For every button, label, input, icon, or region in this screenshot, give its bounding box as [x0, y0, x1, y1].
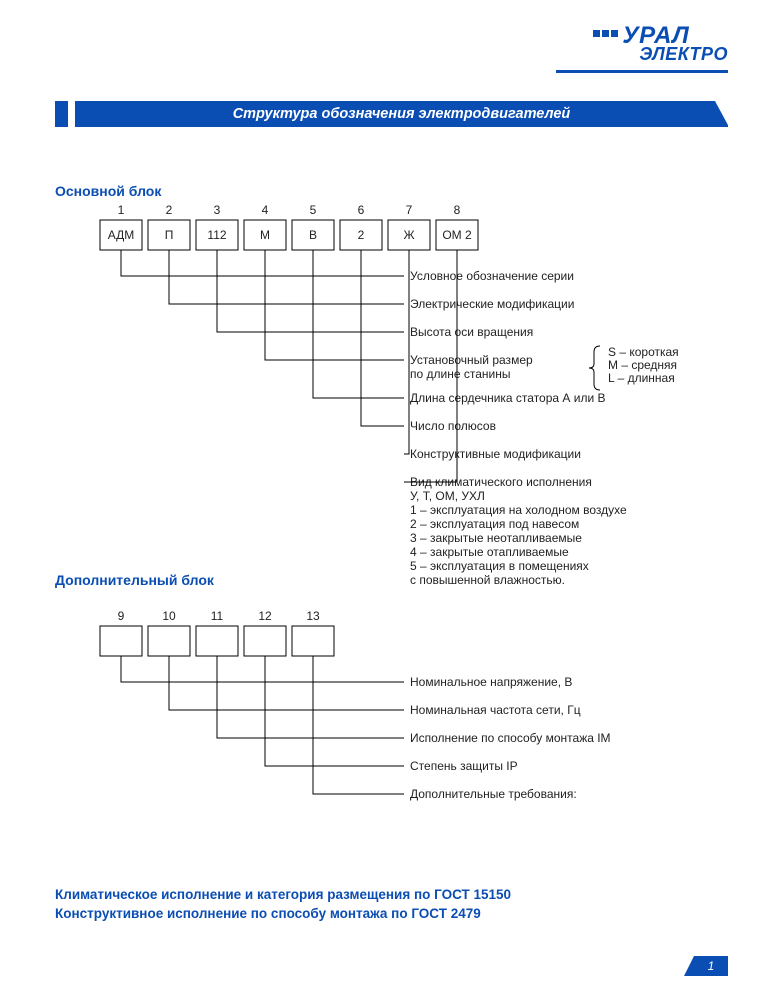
svg-text:У, Т, ОМ, УХЛ: У, Т, ОМ, УХЛ	[410, 489, 485, 503]
svg-text:Номинальное напряжение, В: Номинальное напряжение, В	[410, 675, 572, 689]
svg-text:М: М	[260, 228, 270, 242]
svg-text:Исполнение по способу монтажа: Исполнение по способу монтажа IM	[410, 731, 611, 745]
diagram-block1: 1 2 3 4 5 6 7 8 АДМ П 112 М В 2 Ж ОМ 2 Условное обозначе…	[70, 200, 750, 600]
svg-text:5 – эксплуатация в помещениях: 5 – эксплуатация в помещениях	[410, 559, 589, 573]
svg-text:8: 8	[454, 203, 461, 217]
svg-text:112: 112	[207, 228, 226, 242]
svg-text:13: 13	[306, 609, 320, 623]
footer-notes: Климатическое исполнение и категория раз…	[55, 886, 511, 924]
svg-text:S – короткая: S – короткая	[608, 345, 679, 359]
brand-logo: УРАЛ ЭЛЕКТРО	[593, 22, 728, 65]
svg-text:7: 7	[406, 203, 413, 217]
section1-heading: Основной блок	[55, 183, 728, 199]
svg-text:Степень защиты IP: Степень защиты IP	[410, 759, 518, 773]
title-text: Структура обозначения электродвигателей	[75, 101, 728, 127]
svg-text:4: 4	[262, 203, 269, 217]
svg-text:П: П	[165, 228, 174, 242]
svg-text:В: В	[309, 228, 317, 242]
logo-line2: ЭЛЕКТРО	[639, 44, 728, 65]
section2-heading: Дополнительный блок	[55, 572, 214, 588]
svg-text:Высота оси вращения: Высота оси вращения	[410, 325, 533, 339]
svg-text:L – длинная: L – длинная	[608, 371, 675, 385]
svg-text:Электрические модификации: Электрические модификации	[410, 297, 574, 311]
svg-text:9: 9	[118, 609, 125, 623]
svg-text:10: 10	[162, 609, 176, 623]
svg-text:4 – закрытые отапливаемые: 4 – закрытые отапливаемые	[410, 545, 569, 559]
svg-text:6: 6	[358, 203, 365, 217]
svg-text:5: 5	[310, 203, 317, 217]
svg-text:11: 11	[211, 609, 224, 623]
svg-text:3 – закрытые неотапливаемые: 3 – закрытые неотапливаемые	[410, 531, 582, 545]
svg-text:2 – эксплуатация под навесом: 2 – эксплуатация под навесом	[410, 517, 579, 531]
svg-text:с повышенной влажностью.: с повышенной влажностью.	[410, 573, 565, 587]
svg-text:Ж: Ж	[403, 228, 414, 242]
svg-text:Номинальная частота сети, Гц: Номинальная частота сети, Гц	[410, 703, 581, 717]
svg-text:1 – эксплуатация на холодном в: 1 – эксплуатация на холодном воздухе	[410, 503, 627, 517]
footer-line2: Конструктивное исполнение по способу мон…	[55, 905, 511, 924]
page-number: 1	[694, 956, 728, 976]
svg-text:Установочный размер: Установочный размер	[410, 353, 533, 367]
svg-text:12: 12	[258, 609, 272, 623]
svg-text:2: 2	[166, 203, 173, 217]
svg-text:Число полюсов: Число полюсов	[410, 419, 496, 433]
svg-text:АДМ: АДМ	[108, 228, 135, 242]
title-banner: Структура обозначения электродвигателей	[55, 101, 728, 127]
footer-line1: Климатическое исполнение и категория раз…	[55, 886, 511, 905]
svg-text:1: 1	[118, 203, 125, 217]
svg-text:по длине станины: по длине станины	[410, 367, 510, 381]
svg-text:3: 3	[214, 203, 221, 217]
svg-text:M – средняя: M – средняя	[608, 358, 677, 372]
svg-text:Длина сердечника статора А или: Длина сердечника статора А или В	[410, 391, 606, 405]
diagram-block2: 9 10 11 12 13 Номинальное напряжение, В Номина…	[70, 606, 750, 836]
logo-underline	[556, 70, 728, 73]
svg-text:Условное обозначение серии: Условное обозначение серии	[410, 269, 574, 283]
svg-text:2: 2	[358, 228, 365, 242]
svg-text:Конструктивные модификации: Конструктивные модификации	[410, 447, 581, 461]
svg-text:ОМ 2: ОМ 2	[442, 228, 472, 242]
page-number-badge: 1	[694, 956, 728, 976]
svg-text:Дополнительные требования:: Дополнительные требования:	[410, 787, 577, 801]
